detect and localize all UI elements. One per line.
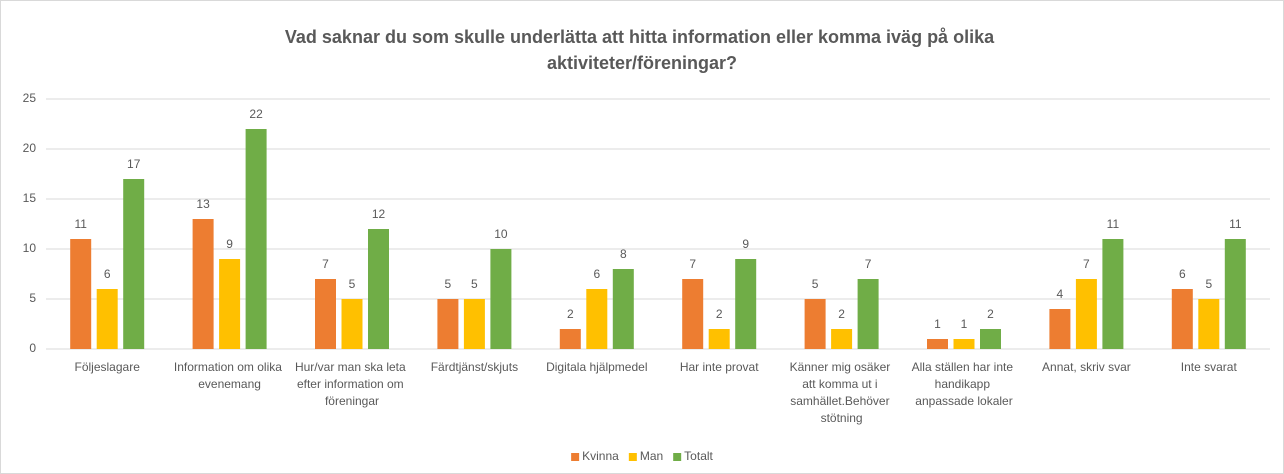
data-label: 10	[494, 227, 508, 241]
bar	[586, 289, 608, 349]
legend-swatch	[628, 453, 637, 461]
data-label: 17	[127, 157, 141, 171]
data-label: 2	[987, 307, 994, 321]
data-label: 11	[1107, 217, 1120, 231]
bar	[1049, 309, 1071, 349]
legend: Kvinna Man Totalt	[571, 449, 714, 463]
bar	[927, 339, 948, 349]
data-label: 7	[322, 257, 329, 271]
data-label: 12	[372, 207, 386, 221]
data-label: 2	[716, 307, 723, 321]
legend-label: Totalt	[684, 449, 713, 463]
data-label: 7	[865, 257, 872, 271]
data-label: 1	[961, 317, 968, 331]
bar	[559, 329, 581, 349]
bar	[70, 239, 92, 349]
bar	[341, 299, 363, 349]
bar	[463, 299, 485, 349]
data-label: 5	[1205, 277, 1212, 291]
x-tick-label: Information om olika evenemang	[174, 360, 285, 391]
bar	[1102, 239, 1124, 349]
bar	[1198, 299, 1220, 349]
data-label: 6	[104, 267, 111, 281]
x-tick-label: Hur/var man ska leta efter information o…	[295, 360, 409, 408]
x-tick-label: Inte svarat	[1181, 360, 1238, 374]
bar	[708, 329, 730, 349]
x-tick-label: Digitala hjälpmedel	[546, 360, 647, 374]
y-tick-label: 0	[29, 341, 36, 355]
x-tick-label: Har inte provat	[680, 360, 759, 374]
data-label: 9	[226, 237, 233, 251]
bar	[980, 329, 1001, 349]
data-label: 2	[567, 307, 574, 321]
y-tick-label: 10	[23, 241, 37, 255]
data-label: 7	[1083, 257, 1090, 271]
bar	[123, 179, 145, 349]
data-label: 9	[742, 237, 749, 251]
data-label: 5	[812, 277, 819, 291]
bar	[219, 259, 241, 349]
legend-swatch	[673, 453, 682, 461]
bar	[735, 259, 757, 349]
data-label: 5	[445, 277, 452, 291]
bar	[1075, 279, 1097, 349]
x-tick-label: Färdtjänst/skjuts	[431, 360, 518, 374]
bar	[192, 219, 214, 349]
data-label: 1	[934, 317, 941, 331]
legend-label: Kvinna	[582, 449, 619, 463]
y-tick-label: 25	[23, 91, 37, 105]
bar	[315, 279, 336, 349]
bar	[612, 269, 634, 349]
bar	[245, 129, 267, 349]
bar	[857, 279, 879, 349]
bar	[682, 279, 704, 349]
bar	[804, 299, 826, 349]
y-tick-label: 5	[29, 291, 36, 305]
data-label: 11	[1229, 217, 1242, 231]
data-label: 4	[1057, 287, 1064, 301]
legend-label: Man	[640, 449, 663, 463]
data-label: 22	[249, 107, 263, 121]
data-label: 7	[689, 257, 696, 271]
x-tick-label: Känner mig osäker att komma ut i samhäll…	[790, 360, 894, 425]
chart-title: Vad saknar du som skulle underlätta att …	[285, 27, 999, 73]
data-label: 6	[593, 267, 600, 281]
y-tick-label: 20	[23, 141, 37, 155]
bar	[953, 339, 975, 349]
bar	[1224, 239, 1246, 349]
x-tick-label: Annat, skriv svar	[1042, 360, 1131, 374]
data-label: 6	[1179, 267, 1186, 281]
x-tick-label: Alla ställen har inte handikapp anpassad…	[912, 360, 1017, 408]
bar	[368, 229, 389, 349]
bar	[831, 329, 853, 349]
data-label: 5	[471, 277, 478, 291]
data-label: 11	[74, 217, 87, 231]
x-tick-label: Följeslagare	[75, 360, 141, 374]
bar	[437, 299, 459, 349]
data-label: 8	[620, 247, 627, 261]
bar	[96, 289, 118, 349]
data-label: 5	[349, 277, 356, 291]
y-tick-label: 15	[23, 191, 37, 205]
data-label: 2	[838, 307, 845, 321]
bar	[490, 249, 512, 349]
data-label: 13	[196, 197, 210, 211]
bar	[1171, 289, 1193, 349]
legend-swatch	[571, 453, 580, 461]
